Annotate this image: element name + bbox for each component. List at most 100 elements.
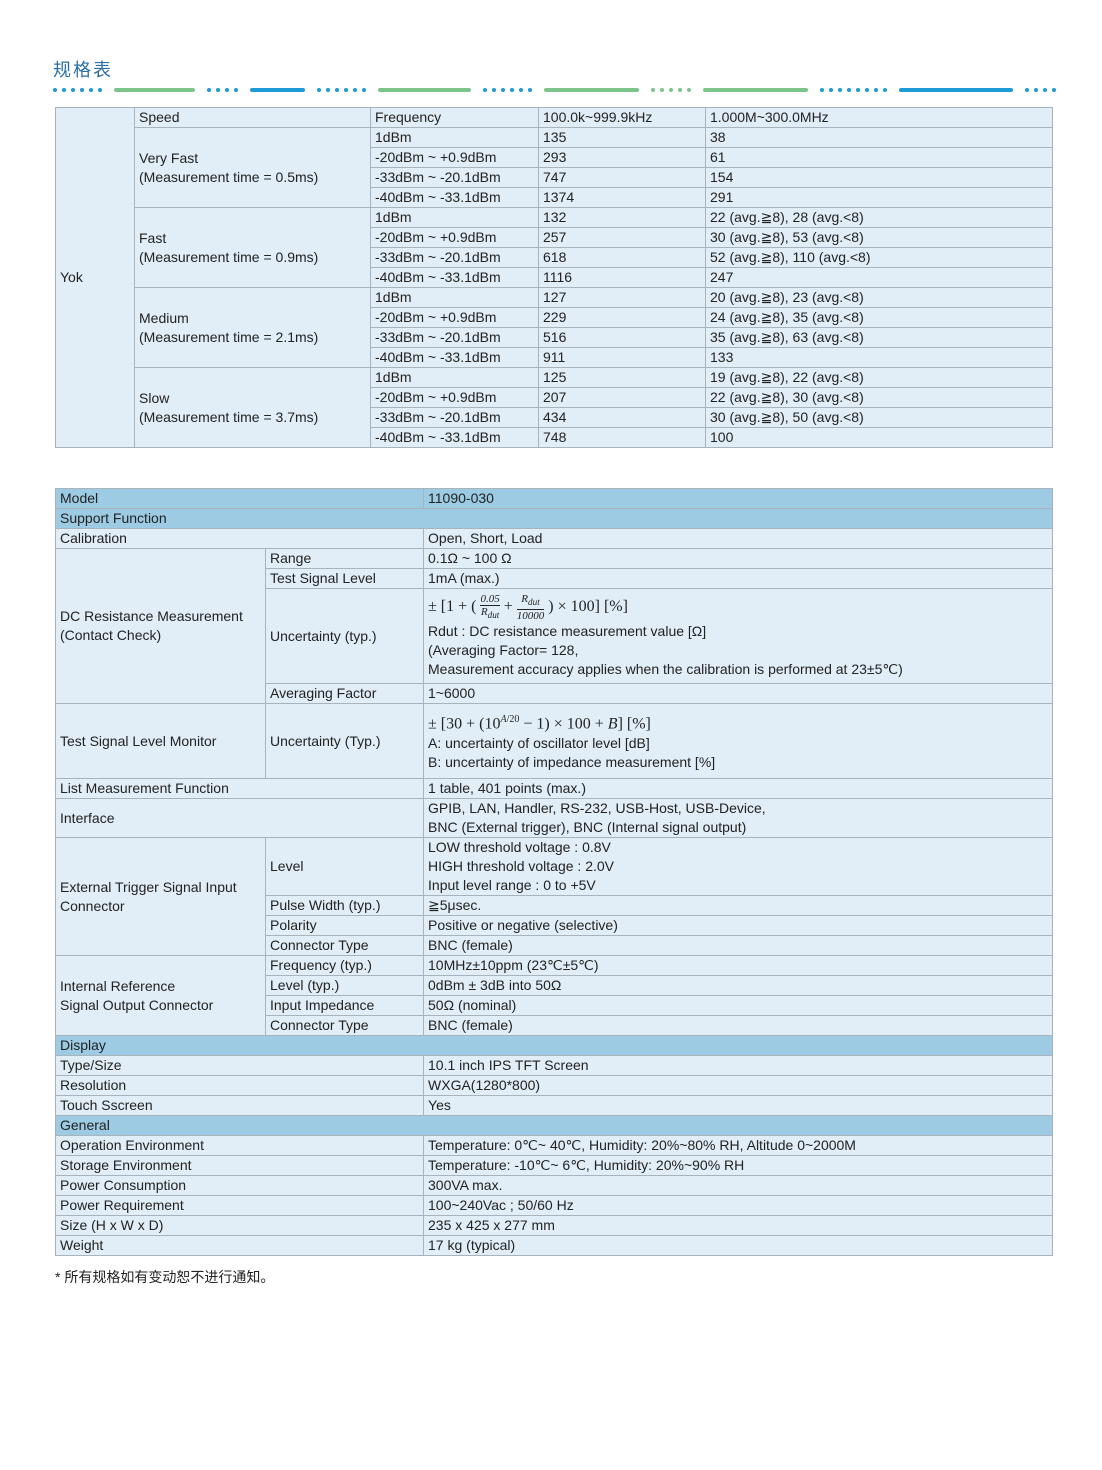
table-row: -33dBm ~ -20.1dBm 516 35 (avg.≧8), 63 (avg… [56,327,1053,348]
cell: 229 [538,307,706,328]
group-label: DC Resistance Measurement (Contact Check) [55,548,266,704]
cell: 1dBm [370,207,539,228]
value: ± [1 + ( 0.05 Rdut + Rdut 10000 ) × 100] [… [423,588,1053,684]
value: BNC (female) [423,935,1053,956]
cell: 291 [705,187,1053,208]
cell: 747 [538,167,706,188]
label: Power Consumption [54,1175,425,1196]
cell: 1dBm [370,367,539,388]
cell: 1dBm [370,287,539,308]
cell: 127 [538,287,706,308]
value: Yes [423,1095,1053,1116]
value: 0.1Ω ~ 100 Ω [423,548,1053,569]
column-header: 1.000M~300.0MHz [705,107,1053,128]
group-label: Test Signal Level Monitor [55,703,266,779]
cell: -20dBm ~ +0.9dBm [370,307,539,328]
speed-label: Very Fast (Measurement time = 0.5ms) [134,127,371,208]
value: Temperature: -10℃~ 6℃, Humidity: 20%~90%… [423,1155,1053,1176]
label: Storage Environment [54,1155,425,1176]
cell: 516 [538,327,706,348]
cell: 61 [705,147,1053,168]
label: Range [264,548,425,569]
value: BNC (female) [423,1015,1053,1036]
label: Type/Size [54,1055,425,1076]
cell: -33dBm ~ -20.1dBm [370,167,539,188]
value: 10MHz±10ppm (23℃±5℃) [423,955,1053,976]
label: Connector Type [264,1015,425,1036]
column-header: Speed [134,107,371,128]
footnote: * 所有规格如有变动恕不进行通知。 [55,1269,275,1285]
cell: 22 (avg.≧8), 28 (avg.<8) [705,207,1053,228]
value: 11090-030 [423,488,1053,509]
cell: 100 [705,427,1053,448]
cell: 20 (avg.≧8), 23 (avg.<8) [705,287,1053,308]
label: Model [54,488,425,509]
value: 0dBm ± 3dB into 50Ω [423,975,1053,996]
label: Level (typ.) [264,975,425,996]
cell: 24 (avg.≧8), 35 (avg.<8) [705,307,1053,328]
label: Polarity [264,915,425,936]
row-label: Yok [55,107,135,448]
cell: -40dBm ~ -33.1dBm [370,187,539,208]
cell: -40dBm ~ -33.1dBm [370,427,539,448]
label: Pulse Width (typ.) [264,895,425,916]
group-label: Internal Reference Signal Output Connecto… [55,955,266,1036]
table-row: -20dBm ~ +0.9dBm 207 22 (avg.≧8), 30 (avg.… [56,387,1053,408]
cell: 1374 [538,187,706,208]
cell: 247 [705,267,1053,288]
value: LOW threshold voltage : 0.8V HIGH thresho… [423,837,1053,896]
cell: 618 [538,247,706,268]
table-row: -33dBm ~ -20.1dBm 747 154 [56,167,1053,188]
speed-label: Fast (Measurement time = 0.9ms) [134,207,371,288]
label: Uncertainty (Typ.) [264,703,425,779]
label: Level [264,837,425,896]
cell: 1dBm [370,127,539,148]
cell: -33dBm ~ -20.1dBm [370,407,539,428]
cell: 22 (avg.≧8), 30 (avg.<8) [705,387,1053,408]
value: 1mA (max.) [423,568,1053,589]
cell: 135 [538,127,706,148]
value: 50Ω (nominal) [423,995,1053,1016]
column-header: 100.0k~999.9kHz [538,107,706,128]
label: Operation Environment [54,1135,425,1156]
cell: -33dBm ~ -20.1dBm [370,247,539,268]
value: ≧5μsec. [423,895,1053,916]
table-row: Fast (Measurement time = 0.9ms) 1dBm 132 22 … [56,207,1053,288]
value: ± [30 + (10A/20 − 1) × 100 + B] [%] A: u… [423,703,1053,779]
table-row: -20dBm ~ +0.9dBm 257 30 (avg.≧8), 53 (avg.… [56,227,1053,248]
label: Resolution [54,1075,425,1096]
value: 100~240Vac ; 50/60 Hz [423,1195,1053,1216]
cell: 133 [705,347,1053,368]
header-row: Yok Speed Frequency 100.0k~999.9kHz 1.000M~3… [55,107,1053,448]
label: Uncertainty (typ.) [264,588,425,684]
cell: 125 [538,367,706,388]
table-row: -33dBm ~ -20.1dBm 618 52 (avg.≧8), 110 (av… [56,247,1053,268]
spec-table: Model 11090-030 Support Function Calibrat… [54,488,1053,1256]
cell: 132 [538,207,706,228]
cell: 293 [538,147,706,168]
cell: -20dBm ~ +0.9dBm [370,387,539,408]
dcr-formula: ± [1 + ( 0.05 Rdut + Rdut 10000 ) × 100] [… [428,593,628,622]
label: Size (H x W x D) [54,1215,425,1236]
cell: 30 (avg.≧8), 50 (avg.<8) [705,407,1053,428]
label: Power Requirement [54,1195,425,1216]
label: Calibration [54,528,425,549]
section-header: Support Function [55,508,1053,529]
cell: -20dBm ~ +0.9dBm [370,227,539,248]
cell: 35 (avg.≧8), 63 (avg.<8) [705,327,1053,348]
value: 10.1 inch IPS TFT Screen [423,1055,1053,1076]
speed-label: Slow (Measurement time = 3.7ms) [134,367,371,448]
cell: -33dBm ~ -20.1dBm [370,327,539,348]
value: WXGA(1280*800) [423,1075,1053,1096]
value: 1 table, 401 points (max.) [423,778,1053,799]
cell: 207 [538,387,706,408]
cell: 911 [538,347,706,368]
value: 1~6000 [423,683,1053,704]
label: Touch Sscreen [54,1095,425,1116]
section-header: Display [55,1035,1053,1056]
table-row: -20dBm ~ +0.9dBm 293 61 [56,147,1053,168]
column-header: Frequency [370,107,539,128]
cell: -40dBm ~ -33.1dBm [370,347,539,368]
cell: 38 [705,127,1053,148]
label: Test Signal Level [264,568,425,589]
